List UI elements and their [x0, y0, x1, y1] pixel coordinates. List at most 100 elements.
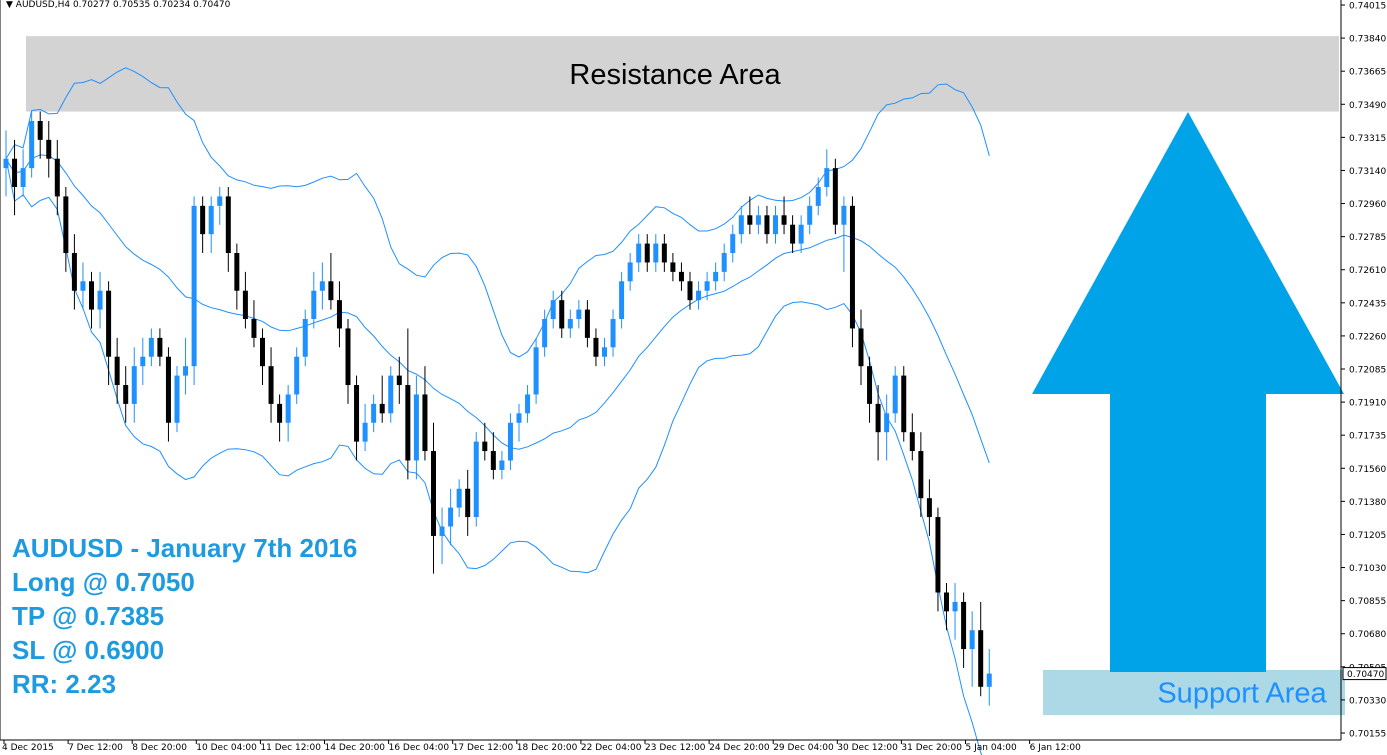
y-tick-label: 0.71560: [1349, 465, 1386, 475]
chart-header: ▼ AUDUSD,H4 0.70277 0.70535 0.70234 0.70…: [6, 0, 230, 10]
candle: [354, 375, 360, 461]
candle-body: [20, 168, 26, 187]
candle-body: [388, 375, 394, 414]
candle-body: [225, 196, 231, 254]
candle: [465, 469, 471, 536]
middle-band: [5, 154, 990, 464]
candle: [610, 309, 616, 357]
candle: [46, 120, 52, 178]
candle-body: [969, 630, 975, 650]
candle-body: [46, 139, 52, 159]
candles-layer: [3, 111, 992, 706]
candle: [3, 130, 9, 197]
candle-body: [926, 498, 932, 518]
x-tick-label: 17 Dec 12:00: [453, 743, 514, 753]
candle: [584, 300, 590, 348]
candle: [200, 196, 206, 254]
candle: [849, 196, 855, 348]
candle-body: [131, 366, 137, 404]
header-triangle-icon: ▼: [6, 0, 13, 10]
candle-body: [636, 243, 642, 263]
candle-body: [696, 290, 702, 301]
y-tick-label: 0.73490: [1349, 101, 1386, 111]
candle-body: [268, 366, 274, 404]
candle: [944, 583, 949, 631]
y-tick-label: 0.72960: [1349, 200, 1386, 210]
candle-body: [413, 394, 419, 461]
candle: [636, 234, 642, 272]
y-tick-label: 0.71205: [1349, 531, 1386, 541]
current-price-label: 0.70470: [1347, 670, 1384, 680]
candle: [738, 205, 744, 244]
x-tick-label: 16 Dec 04:00: [389, 743, 450, 753]
x-tick-label: 14 Dec 20:00: [325, 743, 386, 753]
candle: [798, 215, 804, 254]
candle-body: [362, 422, 368, 442]
y-tick-label: 0.73315: [1349, 134, 1386, 144]
candle: [114, 337, 120, 404]
candle: [627, 253, 633, 291]
candle: [525, 385, 531, 423]
candle: [106, 281, 112, 386]
candle: [713, 262, 719, 291]
y-tick-label: 0.73665: [1349, 68, 1386, 78]
candle: [191, 196, 197, 386]
candle-body: [619, 281, 625, 320]
candle-body: [525, 394, 531, 414]
candle-body: [670, 262, 676, 272]
candle-body: [952, 601, 958, 612]
candle: [550, 290, 556, 329]
candle: [183, 337, 189, 395]
candle: [422, 366, 428, 461]
resistance-label: Resistance Area: [569, 59, 781, 91]
x-tick-label: 5 Jan 04:00: [966, 743, 1018, 753]
candle-body: [71, 253, 77, 291]
candle: [439, 507, 445, 565]
candle-body: [174, 375, 180, 423]
support-zone: [1043, 669, 1345, 716]
candle: [234, 243, 240, 310]
candle: [542, 309, 548, 357]
candle: [482, 422, 488, 461]
candle: [165, 347, 171, 442]
candle-body: [550, 300, 556, 320]
candle-body: [319, 281, 325, 291]
candle-body: [456, 488, 462, 508]
candle-body: [704, 281, 710, 291]
candle-body: [80, 281, 86, 291]
candle-body: [336, 300, 342, 329]
candle-body: [431, 451, 436, 536]
candle-body: [781, 215, 787, 225]
candle-body: [328, 281, 334, 301]
candle-body: [63, 196, 69, 254]
zones-layer: Resistance Area Support Area: [26, 36, 1345, 716]
candle-body: [713, 271, 719, 282]
candle: [328, 253, 334, 310]
candle: [54, 139, 60, 216]
y-tick-label: 0.72785: [1349, 233, 1386, 243]
info-stop-loss: SL @ 0.6900: [12, 635, 165, 665]
y-tick-label: 0.70155: [1349, 730, 1386, 740]
candle: [251, 300, 257, 348]
candle-body: [465, 488, 471, 518]
candle: [884, 394, 890, 461]
candle-body: [559, 300, 565, 329]
y-tick-label: 0.71910: [1349, 399, 1386, 409]
candle-body: [542, 319, 548, 348]
y-tick-label: 0.71030: [1349, 564, 1386, 574]
candle: [123, 366, 129, 423]
candle-body: [687, 281, 693, 301]
candle: [379, 375, 385, 423]
x-tick-label: 8 Dec 20:00: [132, 743, 187, 753]
candle: [576, 300, 582, 329]
candle: [456, 479, 462, 518]
candle-body: [610, 319, 616, 348]
candle-body: [285, 394, 291, 423]
candle: [952, 583, 958, 640]
candle-body: [208, 205, 214, 235]
candle: [969, 611, 975, 687]
candle-body: [3, 158, 9, 169]
